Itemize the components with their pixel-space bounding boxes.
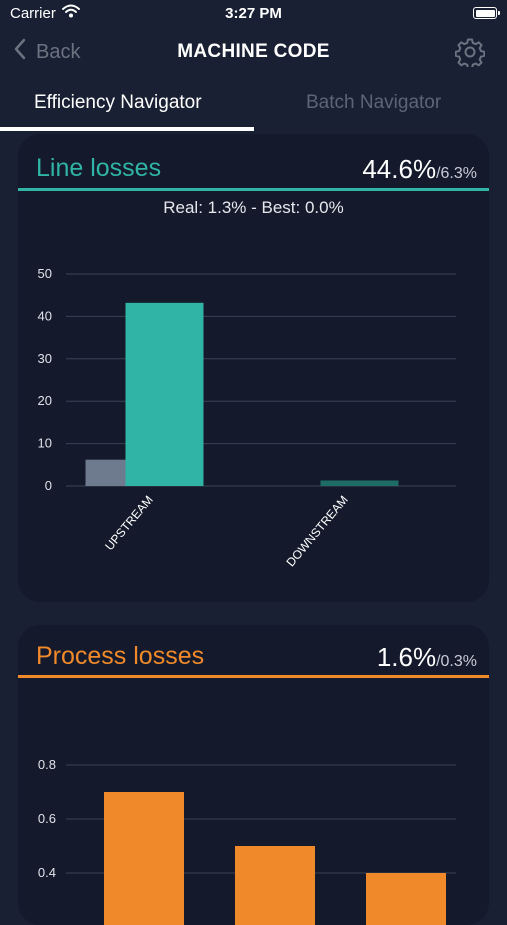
tab-efficiency-navigator[interactable]: Efficiency Navigator <box>34 92 202 113</box>
y-tick-label: 0 <box>45 478 52 493</box>
process-losses-card[interactable]: Process losses 1.6% /0.3% 0.4 0.6 0.8 <box>18 625 489 925</box>
process-losses-value: 1.6% /0.3% <box>377 642 477 673</box>
battery-icon <box>473 7 500 19</box>
back-label: Back <box>36 40 81 63</box>
gear-icon <box>454 38 486 71</box>
tab-batch-navigator[interactable]: Batch Navigator <box>306 92 442 113</box>
y-tick-label: 50 <box>38 266 52 281</box>
active-tab-indicator <box>0 127 254 131</box>
chevron-left-icon <box>14 38 26 66</box>
process-losses-title: Process losses <box>36 642 205 670</box>
process-losses-percent: 1.6% <box>376 642 437 672</box>
y-tick-label: 0.4 <box>38 865 56 880</box>
process-losses-chart: 0.4 0.6 0.8 <box>38 757 456 925</box>
bar <box>85 459 126 486</box>
x-tick-label: DOWNSTREAM <box>284 493 351 569</box>
bar <box>320 480 399 486</box>
y-tick-label: 0.6 <box>38 811 56 826</box>
status-bar: Carrier 3:27 PM <box>0 0 507 28</box>
line-losses-subtitle: Real: 1.3% - Best: 0.0% <box>163 198 344 217</box>
y-tick-label: 30 <box>38 351 52 366</box>
navigation-bar: Back MACHINE CODE <box>0 28 507 78</box>
line-losses-value: 44.6% /6.3% <box>362 154 477 185</box>
line-losses-target: /6.3% <box>436 165 477 182</box>
line-losses-title: Line losses <box>36 154 162 182</box>
line-losses-percent: 44.6% <box>362 154 437 184</box>
x-tick-label: UPSTREAM <box>102 493 156 553</box>
tab-bar: Efficiency Navigator Batch Navigator <box>0 80 507 132</box>
y-tick-label: 10 <box>38 436 52 451</box>
y-tick-label: 20 <box>38 393 52 408</box>
status-time: 3:27 PM <box>225 5 282 22</box>
y-tick-label: 40 <box>38 308 52 323</box>
line-losses-chart: 0 10 20 30 40 50 UPSTREAM DOWNSTREAM <box>38 266 456 569</box>
bar <box>104 792 184 925</box>
line-losses-divider <box>18 188 489 191</box>
carrier-label: Carrier <box>10 5 56 22</box>
process-losses-target: /0.3% <box>436 653 477 670</box>
bar <box>235 846 315 925</box>
bar <box>125 302 204 486</box>
settings-button[interactable] <box>454 37 486 72</box>
bar <box>366 873 446 925</box>
page-title: MACHINE CODE <box>177 41 330 62</box>
back-button[interactable]: Back <box>14 38 80 66</box>
process-losses-divider <box>18 675 489 678</box>
line-losses-card[interactable]: Line losses 44.6% /6.3% Real: 1.3% - Bes… <box>18 134 489 602</box>
wifi-icon <box>62 4 80 23</box>
y-tick-label: 0.8 <box>38 757 56 772</box>
